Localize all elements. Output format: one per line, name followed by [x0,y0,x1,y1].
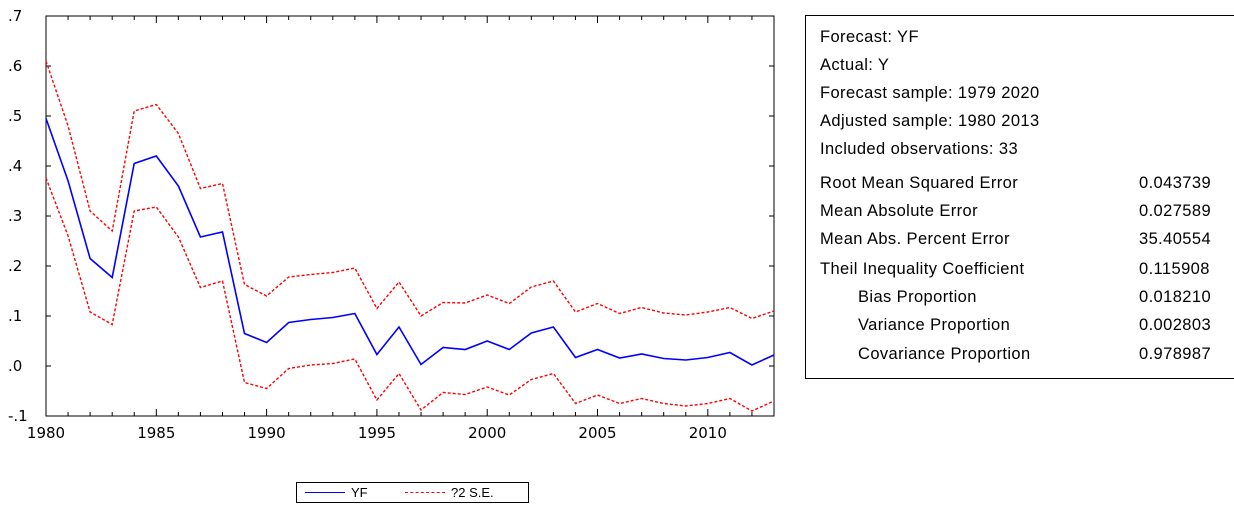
stats-row-value: 0.018210 [1139,288,1212,306]
x-tick-label: 1980 [27,424,65,442]
series-line-lower-band [45,177,775,412]
stats-row-label: Variance Proportion [858,316,1011,334]
plot-frame [45,15,775,417]
x-tick-label: 1985 [137,424,175,442]
stats-forecast-label: Forecast: YF [820,28,919,46]
series-line-upper-band [45,60,775,320]
x-tick-label: 1990 [248,424,286,442]
x-tick-label: 2000 [468,424,506,442]
stats-row-value: 0.115908 [1139,260,1210,278]
legend-label-se: ?2 S.E. [451,485,494,500]
stats-row-label: Bias Proportion [858,288,977,306]
y-tick-label: .1 [8,307,22,325]
x-tick-label: 1995 [358,424,396,442]
stats-row-label: Mean Abs. Percent Error [820,230,1010,248]
legend-label-yf: YF [351,485,368,500]
y-tick-label: .0 [8,357,22,375]
stats-row-value: 0.027589 [1139,202,1212,220]
stats-forecast-sample: Forecast sample: 1979 2020 [820,84,1040,102]
stats-included-observations: Included observations: 33 [820,140,1019,158]
stats-actual-label: Actual: Y [820,56,890,74]
y-tick-label: -.1 [8,407,28,425]
stats-row-value: 0.978987 [1139,345,1212,363]
y-tick-label: .2 [8,257,22,275]
legend-swatch-yf [305,492,345,493]
legend: YF ?2 S.E. [296,482,529,503]
x-axis: 1980 1985 1990 1995 2000 2005 2010 [27,16,775,442]
stats-row-value: 0.043739 [1139,174,1212,192]
stats-row-label: Root Mean Squared Error [820,174,1019,192]
forecast-statistics-panel: Forecast: YF Actual: Y Forecast sample: … [805,15,1234,379]
series-layer [45,60,775,412]
stats-adjusted-sample: Adjusted sample: 1980 2013 [820,112,1040,130]
stats-row-label: Theil Inequality Coefficient [820,260,1025,278]
stats-row-value: 35.40554 [1139,230,1212,248]
x-tick-label: 2010 [689,424,727,442]
stats-row-label: Covariance Proportion [858,345,1031,363]
y-axis: -.1 .0 .1 .2 .3 .4 .5 .6 .7 [8,7,774,425]
legend-swatch-se [405,492,445,493]
series-line-yf [45,118,775,366]
stats-row-value: 0.002803 [1139,316,1212,334]
y-tick-label: .7 [8,7,22,25]
stats-row-label: Mean Absolute Error [820,202,979,220]
y-tick-label: .5 [8,107,22,125]
y-tick-label: .3 [8,207,22,225]
y-tick-label: .6 [8,57,22,75]
legend-item-se: ?2 S.E. [405,485,494,500]
y-tick-label: .4 [8,157,22,175]
x-tick-label: 2005 [578,424,616,442]
forecast-chart: -.1 .0 .1 .2 .3 .4 .5 .6 .7 1980 1985 1990 1995 2000… [8,7,775,442]
legend-item-yf: YF [305,485,368,500]
